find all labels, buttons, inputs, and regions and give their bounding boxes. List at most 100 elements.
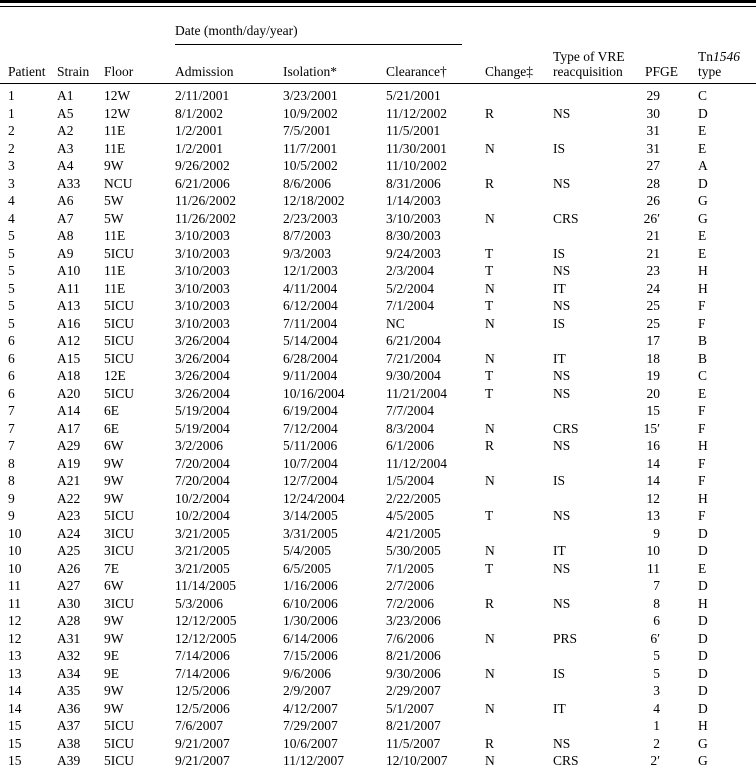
- cell-clearance: 4/5/2005: [386, 508, 435, 523]
- cell-tn_type: D: [698, 175, 708, 191]
- cell-tn_type: D: [698, 613, 708, 628]
- cell-floor: NCU: [104, 175, 133, 191]
- cell-reacquisition: [546, 682, 638, 700]
- cell-change: [478, 192, 546, 210]
- cell-pfge: 12: [646, 490, 661, 506]
- column-header-patient: Patient: [0, 45, 50, 84]
- cell-floor: 5W: [104, 193, 124, 208]
- cell-admission: 10/2/2004: [175, 508, 230, 523]
- cell-isolation: 8/7/2003: [283, 228, 332, 243]
- cell-tn_type: E: [698, 385, 707, 401]
- column-header-row: Patient Strain Floor Admission Isolation…: [0, 45, 756, 84]
- cell-patient: 1: [8, 105, 15, 121]
- cell-pfge: 1: [653, 718, 661, 733]
- cell-change: T: [485, 263, 494, 278]
- cell-pfge: 19: [646, 368, 661, 383]
- cell-change: [478, 157, 546, 175]
- cell-isolation: 11/7/2001: [283, 140, 338, 156]
- cell-floor: 9W: [104, 455, 124, 471]
- cell-change: [478, 612, 546, 630]
- cell-clearance: 1/5/2004: [386, 473, 435, 488]
- cell-strain: A36: [57, 700, 81, 716]
- cell-clearance: 11/10/2002: [386, 158, 448, 173]
- cell-tn_type: E: [698, 228, 707, 243]
- table-row: 5 A8 11E 3/10/2003 8/7/2003 8/30/2003 21 E: [0, 227, 756, 245]
- cell-change: [478, 332, 546, 350]
- cell-reacquisition: [546, 612, 638, 630]
- cell-floor: 5ICU: [104, 718, 134, 733]
- cell-tn_type: H: [698, 280, 708, 296]
- cell-pfge: 5: [653, 648, 661, 663]
- cell-patient: 9: [8, 490, 15, 506]
- cell-tn_type: D: [698, 525, 708, 541]
- cell-admission: 5/3/2006: [175, 595, 224, 611]
- cell-admission: 12/5/2006: [175, 700, 230, 716]
- cell-reacquisition: NS: [553, 263, 571, 278]
- cell-tn_type: D: [698, 578, 708, 593]
- cell-clearance: 2/29/2007: [386, 683, 441, 698]
- cell-pfge: 15′: [643, 420, 661, 436]
- cell-strain: A2: [57, 123, 74, 138]
- cell-patient: 7: [8, 438, 15, 453]
- cell-isolation: 3/23/2001: [283, 88, 338, 103]
- table-row: 7 A29 6W 3/2/2006 5/11/2006 6/1/2006 R NS 16 H: [0, 437, 756, 455]
- cell-reacquisition: IT: [553, 543, 566, 558]
- cell-floor: 12W: [104, 105, 131, 121]
- cell-tn_type: C: [698, 368, 708, 383]
- cell-isolation: 6/19/2004: [283, 403, 338, 418]
- cell-reacquisition: NS: [553, 105, 571, 121]
- cell-change: N: [485, 665, 495, 681]
- cell-floor: 5ICU: [104, 315, 134, 331]
- cell-floor: 5ICU: [104, 385, 134, 401]
- table-row: 3 A33 NCU 6/21/2006 8/6/2006 8/31/2006 R NS 28 D: [0, 175, 756, 193]
- table-body: 1 A1 12W 2/11/2001 3/23/2001 5/21/2001 29 C 1 A5 1…: [0, 84, 756, 769]
- column-header-change: Change‡: [478, 45, 547, 84]
- cell-isolation: 5/4/2005: [283, 543, 332, 558]
- cell-isolation: 9/6/2006: [283, 665, 332, 681]
- cell-tn_type: H: [698, 438, 708, 453]
- cell-clearance: 9/30/2004: [386, 368, 441, 383]
- cell-strain: A9: [57, 245, 74, 261]
- cell-strain: A8: [57, 228, 74, 243]
- table-row: 8 A21 9W 7/20/2004 12/7/2004 1/5/2004 N IS 14 F: [0, 472, 756, 490]
- cell-clearance: 5/30/2005: [386, 543, 441, 558]
- cell-patient: 6: [8, 368, 15, 383]
- table-row: 5 A13 5ICU 3/10/2003 6/12/2004 7/1/2004 T NS 25 F: [0, 297, 756, 315]
- cell-patient: 10: [8, 560, 22, 576]
- cell-isolation: 1/30/2006: [283, 613, 338, 628]
- cell-strain: A22: [57, 490, 81, 506]
- top-double-rule: [0, 0, 756, 7]
- cell-change: N: [485, 280, 495, 296]
- table-row: 4 A7 5W 11/26/2002 2/23/2003 3/10/2003 N CRS 26′…: [0, 210, 756, 228]
- cell-admission: 3/2/2006: [175, 438, 224, 453]
- cell-reacquisition: IT: [553, 280, 566, 296]
- cell-clearance: 8/21/2007: [386, 718, 441, 733]
- cell-patient: 5: [8, 298, 15, 313]
- cell-change: [478, 455, 546, 473]
- cell-change: N: [485, 140, 495, 156]
- column-header-strain: Strain: [50, 45, 97, 84]
- table-row: 10 A25 3ICU 3/21/2005 5/4/2005 5/30/2005 N IT 10…: [0, 542, 756, 560]
- cell-change: T: [485, 560, 494, 576]
- cell-floor: 3ICU: [104, 543, 134, 558]
- cell-admission: 7/14/2006: [175, 648, 230, 663]
- table-row: 15 A39 5ICU 9/21/2007 11/12/2007 12/10/2007 N C…: [0, 752, 756, 769]
- cell-isolation: 10/9/2002: [283, 105, 338, 121]
- cell-change: N: [485, 420, 495, 436]
- cell-tn_type: D: [698, 683, 708, 698]
- cell-pfge: 26′: [643, 210, 661, 226]
- cell-clearance: 8/30/2003: [386, 228, 441, 243]
- table-row: 6 A12 5ICU 3/26/2004 5/14/2004 6/21/2004 17 B: [0, 332, 756, 350]
- table-row: 11 A27 6W 11/14/2005 1/16/2006 2/7/2006 7 D: [0, 577, 756, 595]
- cell-floor: 9W: [104, 613, 124, 628]
- cell-pfge: 20: [646, 385, 661, 401]
- cell-pfge: 4: [653, 700, 661, 716]
- cell-strain: A24: [57, 525, 81, 541]
- tn-type-word: type: [698, 64, 722, 79]
- cell-admission: 9/21/2007: [175, 753, 230, 768]
- cell-clearance: 5/21/2001: [386, 88, 441, 103]
- cell-patient: 11: [8, 595, 21, 611]
- cell-change: [478, 525, 546, 543]
- cell-isolation: 12/1/2003: [283, 263, 338, 278]
